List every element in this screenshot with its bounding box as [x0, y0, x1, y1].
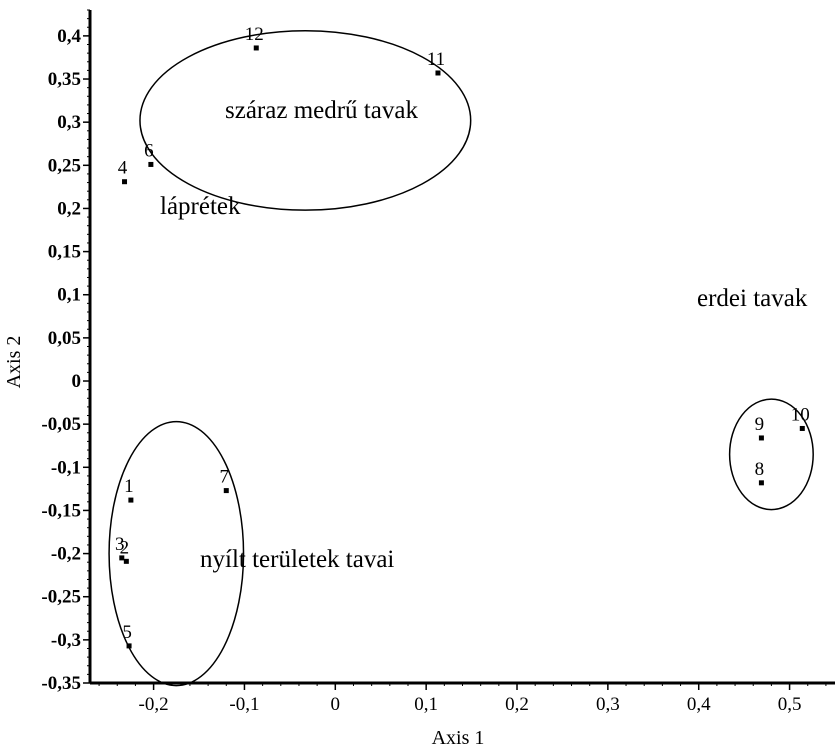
data-point-label: 2 [120, 537, 130, 558]
x-ticks: -0,2 -0,1 0 0,1 0,2 0,3 0,4 0,5 [139, 683, 802, 715]
data-point-marker [223, 488, 229, 494]
data-point-label: 9 [755, 414, 765, 435]
y-tick-label: 0,05 [48, 328, 81, 349]
x-tick-label: 0,5 [778, 694, 802, 715]
y-tick-label: -0,1 [51, 457, 81, 478]
data-point-marker [253, 45, 259, 51]
data-point-label: 10 [791, 404, 810, 425]
data-point-label: 12 [245, 24, 264, 45]
y-tick-label: -0,05 [41, 414, 81, 435]
x-tick-label: -0,1 [229, 694, 259, 715]
data-point-marker [799, 425, 805, 431]
y-tick-label: 0 [72, 371, 82, 392]
axes [88, 10, 835, 685]
data-point-label: 4 [118, 158, 128, 179]
x-tick-label: 0,1 [414, 694, 438, 715]
group-ellipse [108, 420, 245, 687]
data-point-marker [758, 435, 764, 441]
y-tick-label: 0,35 [48, 69, 81, 90]
y-tick-label: 0,2 [57, 198, 81, 219]
data-point-label: 7 [220, 467, 230, 488]
x-tick-label: 0,4 [687, 694, 711, 715]
x-tick-label: 0,3 [596, 694, 620, 715]
data-point-label: 3 [115, 534, 125, 555]
data-point-marker [123, 558, 129, 564]
x-tick-label: -0,2 [139, 694, 169, 715]
y-tick-label: 0,4 [57, 26, 81, 47]
data-point-marker [435, 70, 441, 76]
y-tick-label: -0,35 [41, 673, 81, 694]
minor-ticks [87, 9, 827, 686]
group-label-szaraz-medru-tavak: száraz medrű tavak [225, 97, 418, 124]
y-tick-label: 0,1 [57, 285, 81, 306]
y-tick-label: -0,3 [51, 630, 81, 651]
group-ellipse [728, 398, 814, 511]
data-point-label: 11 [427, 49, 445, 70]
y-tick-label: -0,25 [41, 587, 81, 608]
y-tick-label: -0,2 [51, 544, 81, 565]
y-tick-label: 0,25 [48, 155, 81, 176]
x-tick-label: 0 [331, 694, 341, 715]
group-label-erdei-tavak: erdei tavak [697, 285, 808, 312]
x-tick-label: 0,2 [505, 694, 529, 715]
group-labels: száraz medrű tavak láprétek erdei tavak … [160, 97, 808, 573]
group-label-lapretek: láprétek [160, 193, 241, 220]
data-point-label: 1 [124, 476, 134, 497]
y-tick-label: 0,3 [57, 112, 81, 133]
y-axis-label: Axis 2 [3, 336, 25, 389]
data-point-marker [148, 161, 154, 167]
group-ellipses [108, 29, 814, 687]
data-point-marker [126, 643, 132, 649]
group-ellipse [139, 29, 472, 211]
y-tick-label: 0,15 [48, 242, 81, 263]
y-ticks: 0,4 0,35 0,3 0,25 0,2 0,15 0,1 0,05 0 -0,05 -0,1 -0… [41, 26, 90, 694]
x-axis-label: Axis 1 [432, 727, 485, 748]
y-tick-label: -0,15 [41, 500, 81, 521]
data-point-label: 8 [755, 459, 765, 480]
data-point-label: 6 [144, 140, 154, 161]
data-point-marker [122, 179, 128, 185]
data-point-marker [758, 480, 764, 486]
data-point-marker [128, 497, 134, 503]
data-point-marker [119, 555, 125, 561]
group-label-nyilt-teruletek-tavai: nyílt területek tavai [200, 546, 394, 573]
data-point-label: 5 [122, 622, 132, 643]
